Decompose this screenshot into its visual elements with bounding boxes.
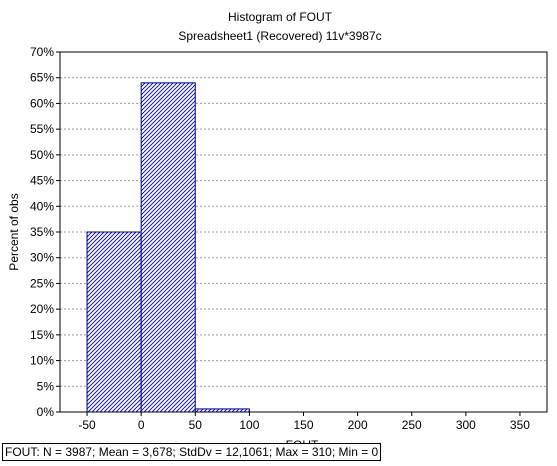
y-tick-label: 25% [30,276,54,290]
x-tick-label: 350 [510,418,530,432]
histogram-bar [86,231,142,413]
histogram-bar [140,82,196,413]
y-tick-label: 15% [30,328,54,342]
y-tick-label: 65% [30,71,54,85]
y-tick-label: 60% [30,96,54,110]
x-tick-label: 50 [189,418,203,432]
y-tick-label: 50% [30,148,54,162]
bars [86,82,250,413]
x-axis-ticks: -50 0 50 100 150 200 250 300 350 [78,412,530,432]
y-tick-label: 45% [30,174,54,188]
y-tick-label: 70% [30,45,54,59]
y-axis-label: Percent of obs [7,193,21,270]
x-tick-label: 150 [293,418,313,432]
y-tick-label: 0% [37,405,55,419]
summary-caption: FOUT: N = 3987; Mean = 3,678; StdDv = 12… [2,443,382,461]
y-tick-label: 30% [30,251,54,265]
y-tick-label: 10% [30,354,54,368]
chart-subtitle: Spreadsheet1 (Recovered) 11v*3987c [178,29,381,43]
x-tick-label: 250 [402,418,422,432]
x-tick-label: 300 [456,418,476,432]
y-tick-label: 35% [30,225,54,239]
x-tick-label: 200 [348,418,368,432]
y-tick-label: 5% [37,379,55,393]
y-tick-label: 55% [30,122,54,136]
x-tick-label: 0 [138,418,145,432]
y-tick-label: 40% [30,199,54,213]
chart-title: Histogram of FOUT [228,10,333,24]
x-tick-label: -50 [78,418,96,432]
x-tick-label: 100 [239,418,259,432]
y-axis-ticks: 0% 5% 10% 15% 20% 25% 30% 35% 40% 45% 50% 55% 60% 65%… [30,45,60,419]
y-tick-label: 20% [30,302,54,316]
